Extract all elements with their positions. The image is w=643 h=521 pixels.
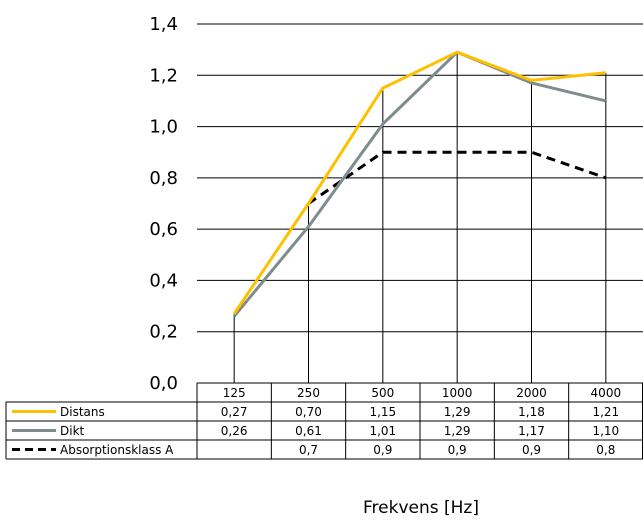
x-tick-label: 250 [297,386,320,400]
data-label: 0,27 [221,405,248,419]
series-line-dikt [233,50,607,318]
data-label: 1,29 [444,405,471,419]
data-label: 1,01 [369,424,396,438]
data-label: 0,8 [596,443,615,457]
legend-label: Absorptionsklass A [60,443,174,457]
x-tick-label: 2000 [516,386,547,400]
data-label: 0,9 [373,443,392,457]
y-tick-label: 1,4 [149,14,178,35]
series-lines [232,50,607,318]
data-label: 0,26 [221,424,248,438]
y-tick-label: 0,0 [149,373,178,394]
data-label: 0,61 [295,424,322,438]
y-tick-label: 0,2 [149,322,178,343]
data-label: 1,18 [518,405,545,419]
series-line-absorptionsklass-a [307,150,607,205]
y-tick-label: 0,6 [149,219,178,240]
y-tick-label: 1,2 [149,65,178,86]
grid [197,23,643,384]
data-label: 1,21 [592,405,619,419]
y-tick-label: 0,8 [149,168,178,189]
data-label: 1,17 [518,424,545,438]
data-label: 0,70 [295,405,322,419]
legend-label: Distans [60,405,105,419]
y-tick-label: 1,0 [149,117,178,138]
x-tick-label: 500 [371,386,394,400]
y-tick-label: 0,4 [149,270,178,291]
x-tick-label: 1000 [442,386,473,400]
data-label: 0,7 [299,443,318,457]
series-line-distans [232,50,606,315]
x-axis-label: Frekvens [Hz] [363,498,479,518]
data-label: 1,15 [369,405,396,419]
data-label: 1,10 [592,424,619,438]
x-tick-label: 125 [223,386,246,400]
data-label: 0,9 [448,443,467,457]
legend-label: Dikt [60,424,85,438]
data-table: 125 250 500 1000 2000 4000 Distans 0,27 0,70 1,15… [5,382,643,460]
y-tick-labels: 0,0 0,2 0,4 0,6 0,8 1,0 1,2 1,4 [149,14,178,394]
data-label: 1,29 [444,424,471,438]
x-tick-label: 4000 [591,386,622,400]
data-label: 0,9 [522,443,541,457]
